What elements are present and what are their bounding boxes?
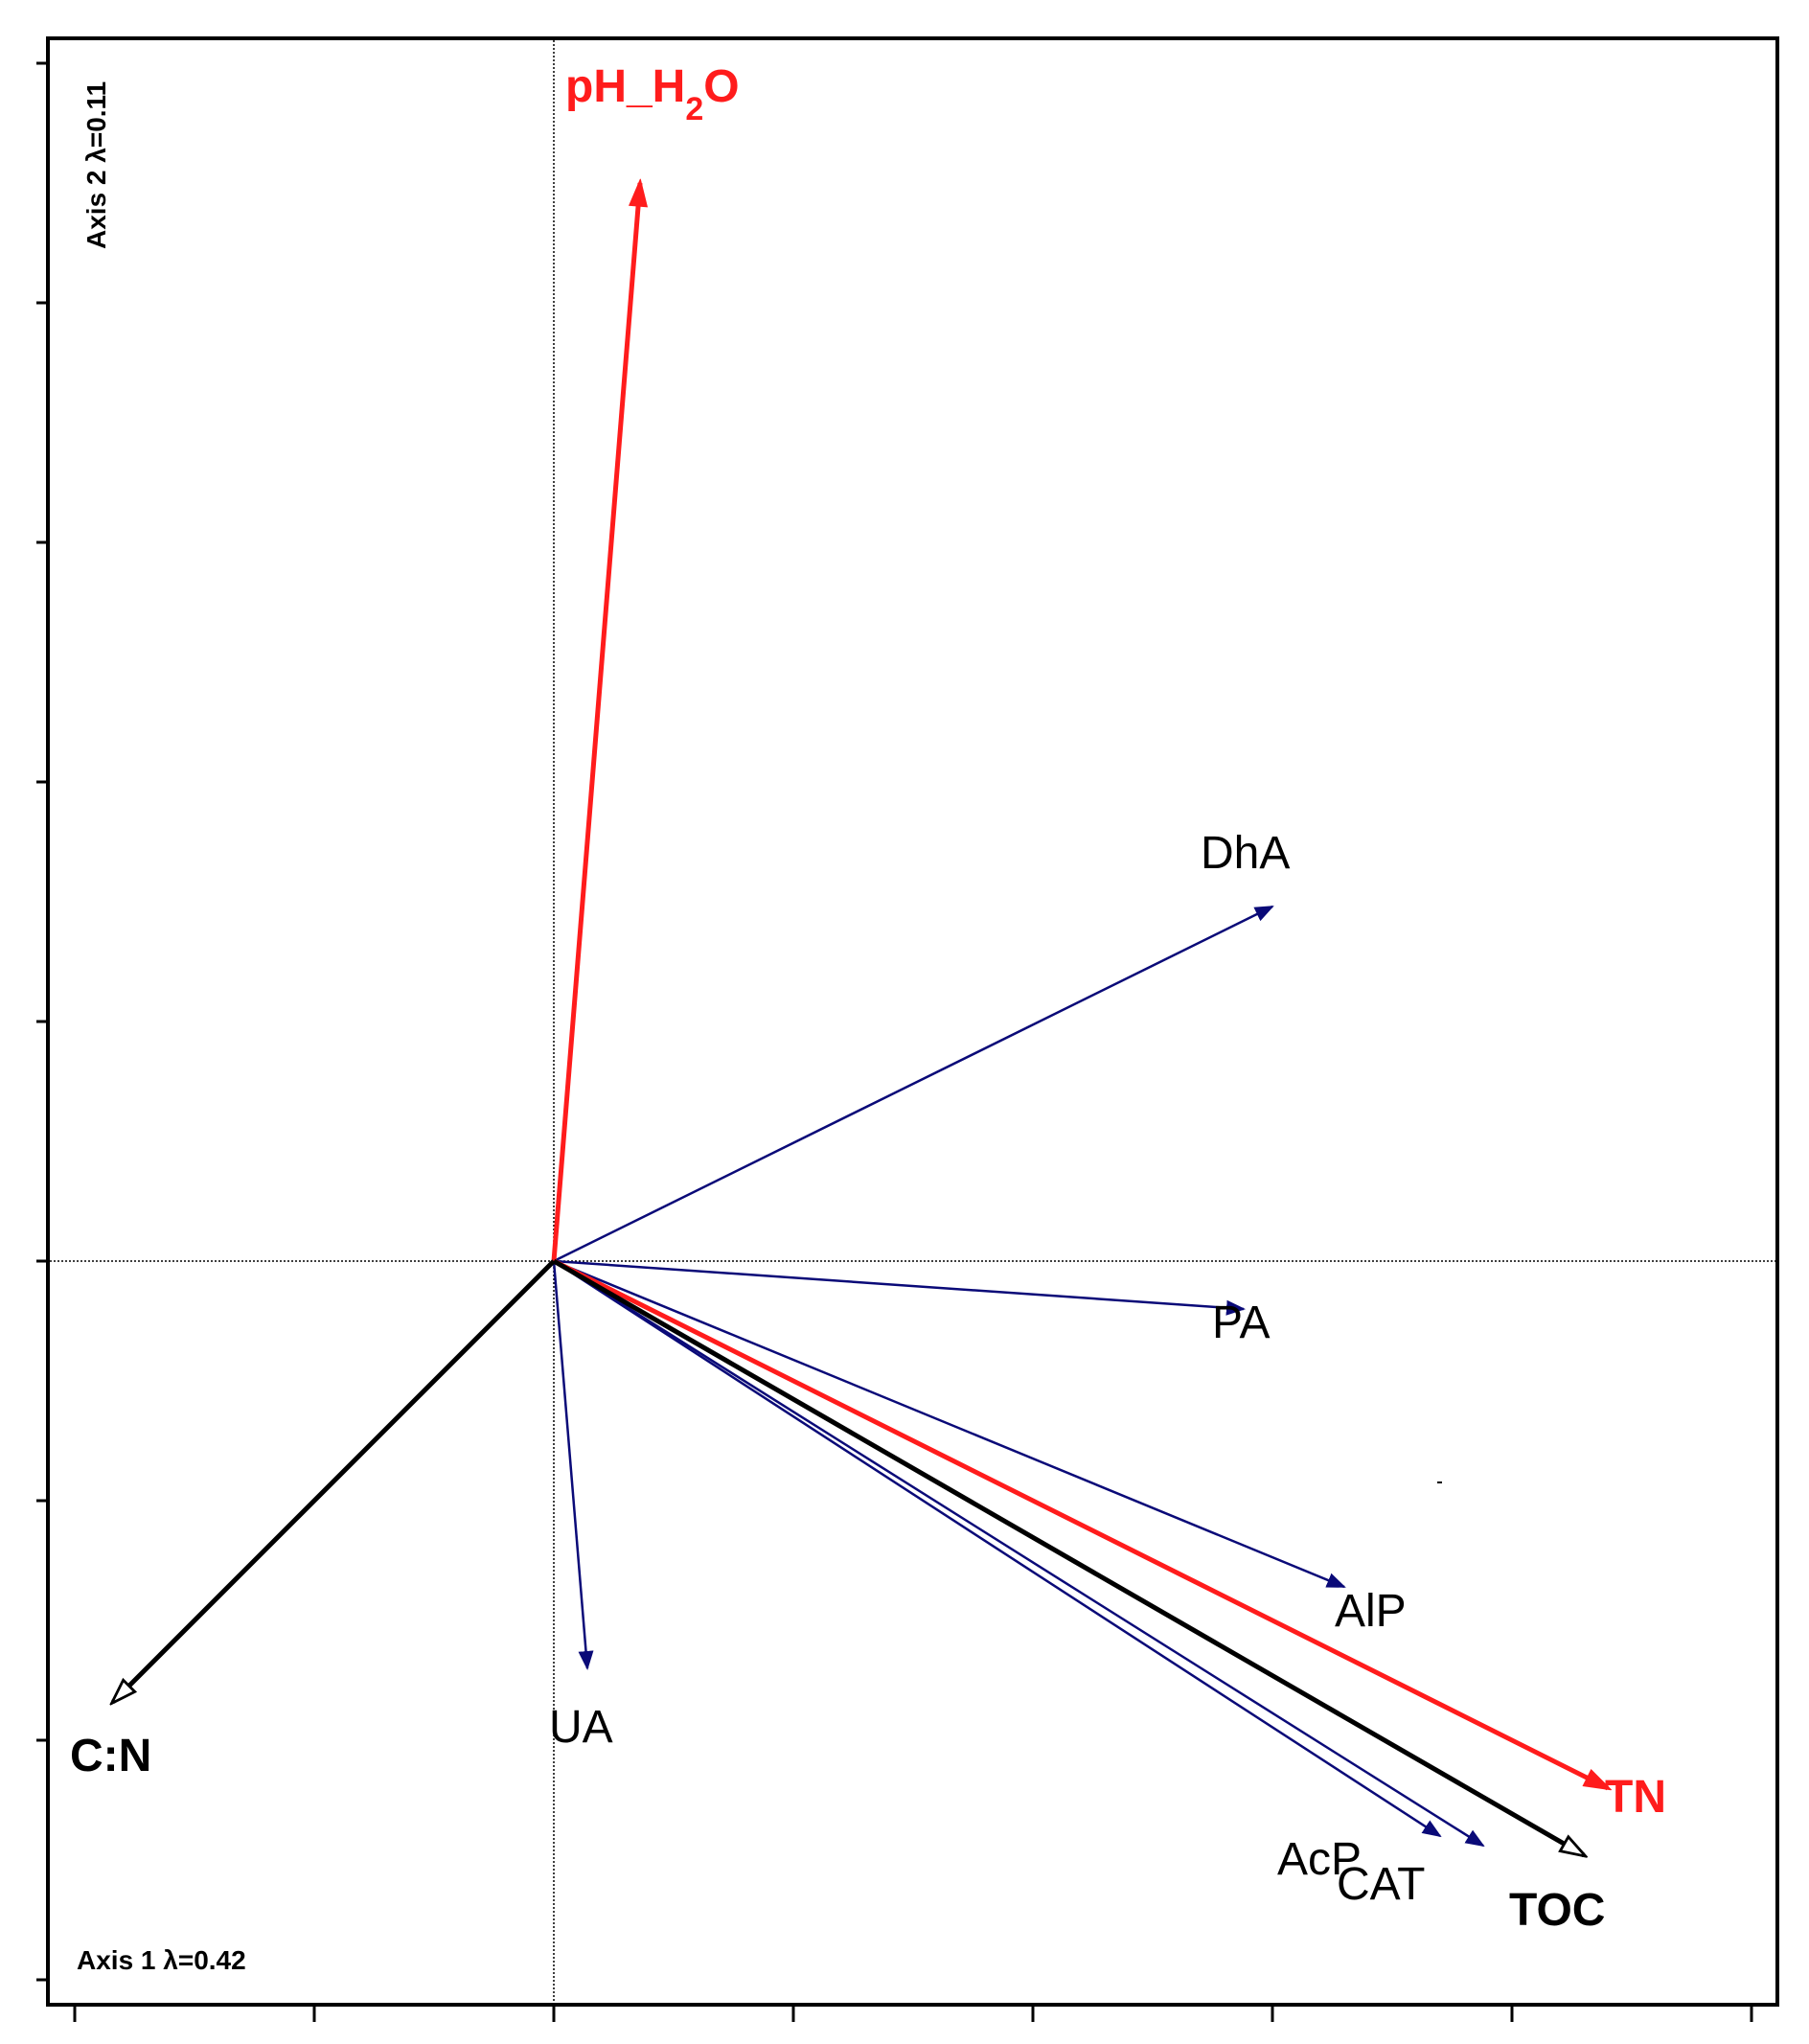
label-acp: AcP [1277, 1834, 1362, 1885]
explanatory-arrows [113, 183, 1608, 1855]
label-toc: TOC [1509, 1885, 1605, 1936]
label-ua: UA [549, 1702, 613, 1753]
axis2-label: Axis 2 λ=0.11 [81, 81, 111, 249]
arrow-cat [553, 1259, 1485, 1848]
axis1-label: Axis 1 λ=0.42 [77, 1945, 246, 1975]
arrow-pa [553, 1259, 1246, 1316]
arrow-ua [552, 1260, 594, 1670]
arrow-alp [553, 1259, 1346, 1589]
arrow-dha [553, 905, 1274, 1263]
plot-frame [46, 36, 1779, 2007]
label-dha: DhA [1201, 828, 1290, 879]
label-tn: TN [1605, 1772, 1666, 1823]
arrow-c-n [113, 1259, 556, 1702]
arrow-toc [552, 1258, 1584, 1855]
label-alp: AlP [1335, 1586, 1407, 1637]
arrow-ph-h [551, 183, 640, 1262]
label-pa: PA [1212, 1298, 1270, 1348]
x-axis-ticks [73, 2005, 1753, 2022]
arrow-tn [552, 1258, 1608, 1788]
response-arrows [552, 905, 1485, 1848]
y-axis-ticks [36, 61, 48, 1982]
label-c-n: C:N [70, 1731, 151, 1781]
label-cat: CAT [1337, 1859, 1425, 1910]
label-ph-h: pH_H2O [565, 61, 740, 127]
arrow-acp [553, 1259, 1442, 1838]
